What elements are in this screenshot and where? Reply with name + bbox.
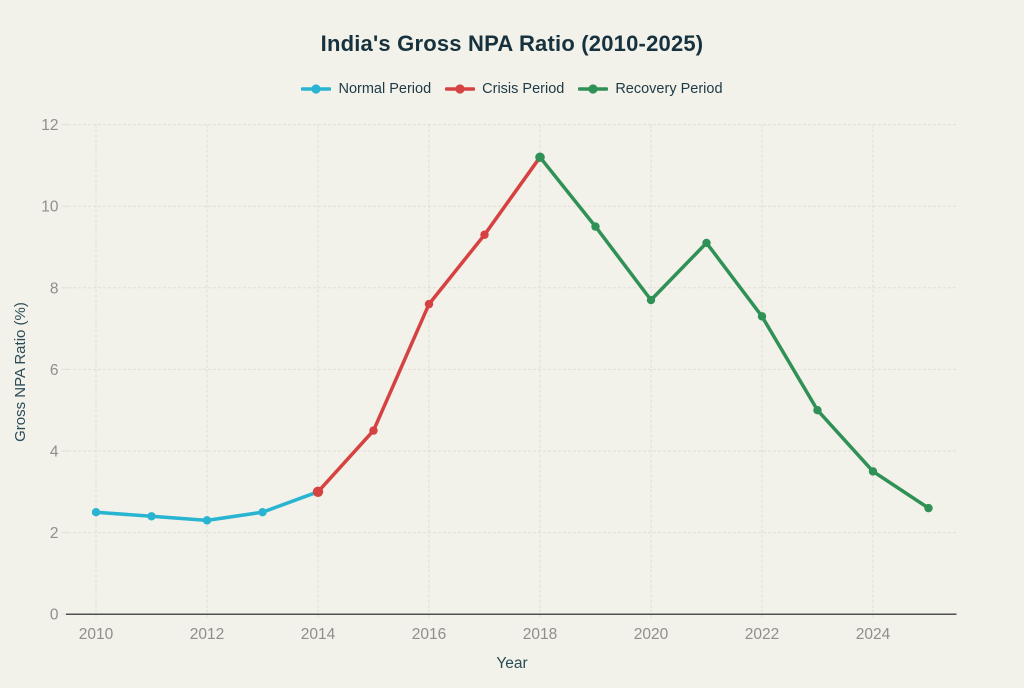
chart-title: India's Gross NPA Ratio (2010-2025) xyxy=(320,31,704,56)
chart-legend: Normal Period Crisis Period Recovery Perio… xyxy=(0,79,1024,99)
x-tick-2018: 2018 xyxy=(523,626,557,643)
series-lines xyxy=(94,155,931,523)
y-tick-0: 0 xyxy=(50,607,59,624)
data-point-2018 xyxy=(535,152,545,163)
x-tick-2024: 2024 xyxy=(856,626,891,643)
data-point-2012 xyxy=(202,516,212,525)
tick-labels: 0 2 4 6 8 10 12 2010 2012 2014 2016 2018 2020 2022 202… xyxy=(41,117,890,643)
y-tick-2: 2 xyxy=(50,525,59,542)
gridlines xyxy=(61,124,956,619)
legend-item-crisis-period[interactable]: Crisis Period xyxy=(445,79,564,99)
y-axis-title: Gross NPA Ratio (%) xyxy=(12,302,29,442)
y-tick-6: 6 xyxy=(50,362,59,379)
data-point-2019 xyxy=(591,222,600,231)
data-point-2015 xyxy=(369,426,378,435)
legend-item-normal-period[interactable]: Normal Period xyxy=(301,79,431,99)
recovery-period-marker-icon xyxy=(578,84,609,94)
y-tick-8: 8 xyxy=(50,280,59,297)
data-point-2013 xyxy=(258,508,267,517)
markers-recovery-period xyxy=(535,152,933,513)
x-tick-2014: 2014 xyxy=(301,626,336,643)
data-point-2014 xyxy=(312,486,324,497)
legend-label-crisis-period: Crisis Period xyxy=(482,81,565,97)
data-point-2020 xyxy=(646,295,656,305)
crisis-period-marker-icon xyxy=(445,84,476,94)
data-point-2016 xyxy=(424,299,434,309)
data-point-2024 xyxy=(868,467,878,476)
data-point-2017 xyxy=(480,230,489,239)
x-tick-2022: 2022 xyxy=(745,626,779,643)
data-point-2021 xyxy=(702,238,711,248)
y-tick-10: 10 xyxy=(41,199,59,216)
data-point-2023 xyxy=(813,406,822,415)
data-point-2010 xyxy=(91,508,101,517)
line-recovery-period xyxy=(538,155,931,510)
x-tick-2016: 2016 xyxy=(412,626,446,643)
legend-label-recovery-period: Recovery Period xyxy=(615,81,723,97)
y-tick-4: 4 xyxy=(50,444,59,461)
legend-item-recovery-period[interactable]: Recovery Period xyxy=(578,79,723,99)
x-tick-2010: 2010 xyxy=(79,626,114,643)
x-tick-2020: 2020 xyxy=(634,626,669,643)
legend-label-normal-period: Normal Period xyxy=(338,81,432,97)
data-point-2011 xyxy=(147,512,156,521)
x-axis-title: Year xyxy=(496,655,528,672)
normal-period-marker-icon xyxy=(301,84,332,94)
data-point-2025 xyxy=(924,503,933,513)
x-tick-2012: 2012 xyxy=(190,626,224,643)
y-tick-12: 12 xyxy=(41,117,58,134)
data-point-2022 xyxy=(757,312,767,321)
